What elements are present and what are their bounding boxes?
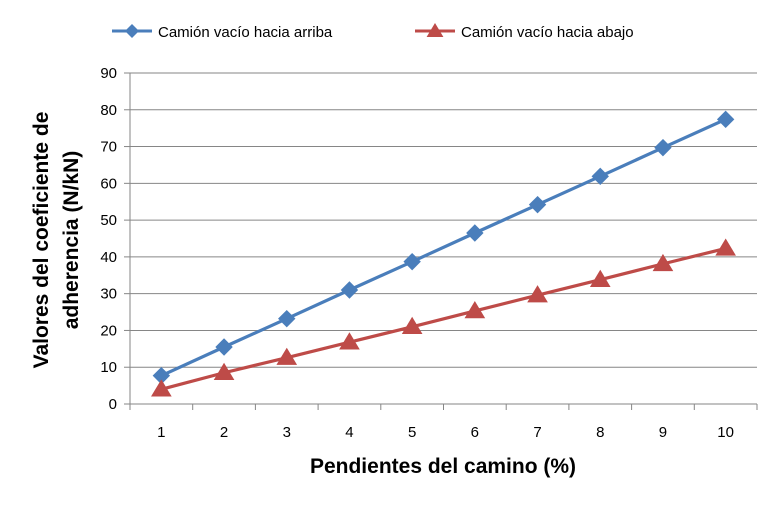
- y-tick-label: 90: [100, 65, 117, 82]
- legend-marker-diamond: [125, 24, 139, 38]
- y-tick-label: 50: [100, 212, 117, 229]
- x-tick-label: 8: [596, 424, 604, 441]
- x-tick-label: 7: [533, 424, 541, 441]
- data-point-triangle: [276, 347, 298, 365]
- axes: [124, 72, 758, 410]
- y-tick-label: 0: [109, 396, 117, 413]
- data-point-triangle: [151, 379, 172, 397]
- data-point-triangle: [652, 253, 674, 272]
- legend-label-series-1: Camión vacío hacia arriba: [158, 24, 333, 41]
- data-point-diamond: [528, 195, 547, 214]
- data-point-diamond: [340, 281, 359, 299]
- y-axis-title-line-1: Valores del coeficiente de: [30, 112, 53, 369]
- data-point-triangle: [589, 269, 611, 287]
- data-point-diamond: [278, 309, 296, 328]
- x-axis-title: Pendientes del camino (%): [310, 455, 576, 478]
- y-axis-title-line-2: adherencia (N/kN): [60, 151, 83, 330]
- legend: Camión vacío hacia arriba Camión vacío h…: [112, 23, 634, 41]
- data-point-triangle: [715, 238, 736, 256]
- x-tick-label: 4: [345, 424, 353, 441]
- y-tick-label: 30: [100, 286, 117, 303]
- data-point-triangle: [464, 300, 486, 319]
- y-tick-label: 60: [100, 175, 117, 192]
- series-line-1: [160, 117, 727, 378]
- y-tick-label: 80: [100, 102, 117, 119]
- x-tick-labels: 1 2 3 4 5 6 7 8 9 10: [157, 424, 734, 441]
- y-tick-label: 20: [100, 322, 117, 339]
- legend-marker-triangle: [426, 23, 444, 37]
- legend-item-series-2: Camión vacío hacia abajo: [415, 23, 634, 41]
- series-layer: [151, 110, 736, 397]
- legend-item-series-1: Camión vacío hacia arriba: [112, 24, 333, 41]
- x-tick-label: 3: [283, 424, 291, 441]
- data-point-triangle: [401, 316, 423, 335]
- x-tick-label: 6: [471, 424, 479, 441]
- data-point-diamond: [591, 167, 609, 186]
- data-point-diamond: [716, 110, 735, 129]
- data-point-triangle: [213, 362, 235, 380]
- x-tick-label: 1: [157, 424, 165, 441]
- x-tick-label: 5: [408, 424, 416, 441]
- y-tick-label: 70: [100, 139, 117, 156]
- y-tick-label: 10: [100, 359, 117, 376]
- gridlines: [130, 72, 757, 368]
- data-point-diamond: [654, 138, 672, 157]
- data-point-triangle: [339, 332, 360, 350]
- x-tick-label: 2: [220, 424, 228, 441]
- data-point-diamond: [215, 338, 233, 356]
- y-tick-labels: 0 10 20 30 40 50 60 70 80 90: [100, 65, 117, 413]
- series-line-2: [160, 246, 727, 391]
- y-axis-title: Valores del coeficiente de adherencia (N…: [30, 112, 83, 369]
- x-tick-label: 10: [717, 424, 734, 441]
- data-point-diamond: [403, 252, 421, 271]
- x-tick-label: 9: [659, 424, 667, 441]
- y-tick-label: 40: [100, 249, 117, 266]
- data-point-diamond: [466, 224, 484, 242]
- legend-label-series-2: Camión vacío hacia abajo: [461, 24, 634, 41]
- data-point-triangle: [527, 285, 548, 303]
